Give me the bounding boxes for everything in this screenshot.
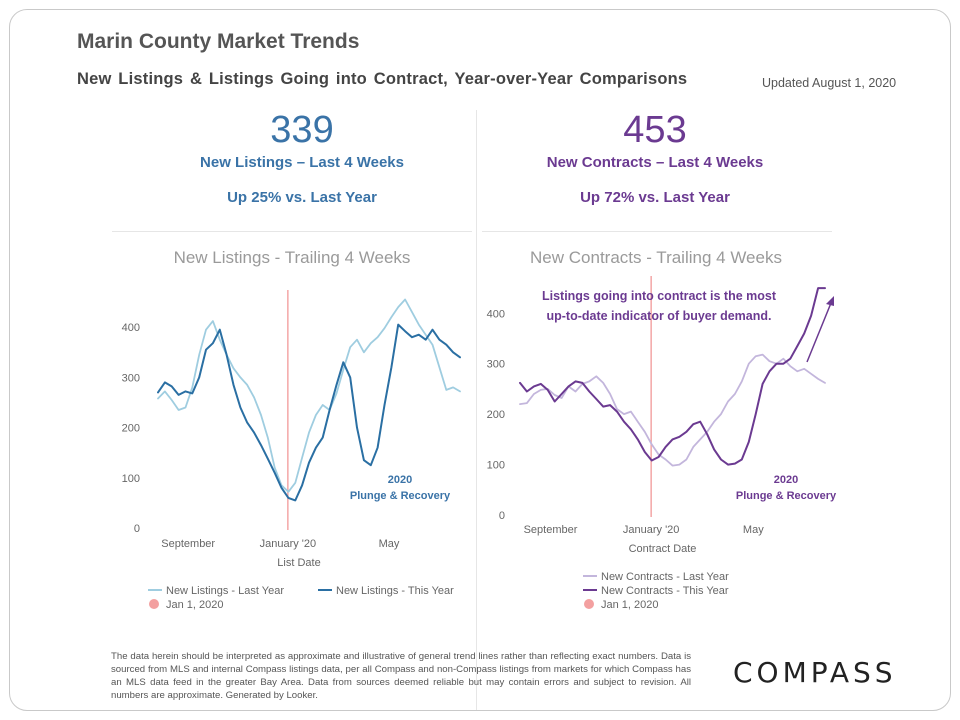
listings-y-tick-label: 300 [122, 372, 140, 384]
contracts-y-tick-label: 300 [487, 359, 505, 371]
page-title: Marin County Market Trends [77, 30, 360, 53]
listings-y-tick-label: 200 [122, 423, 140, 435]
listings-x-tick-label: May [379, 538, 400, 550]
kpi-listings-value: 339 [270, 109, 334, 151]
right-panel-separator [482, 231, 832, 232]
listings-chart-title: New Listings - Trailing 4 Weeks [174, 248, 411, 267]
contracts-chart-title: New Contracts - Trailing 4 Weeks [530, 248, 782, 267]
listings-x-tick-label: September [161, 538, 215, 550]
updated-date: Updated August 1, 2020 [762, 76, 897, 90]
listings-y-tick-label: 100 [122, 473, 140, 485]
listings-x-axis-title: List Date [277, 557, 320, 569]
kpi-contracts-label: New Contracts – Last 4 Weeks [546, 154, 764, 171]
listings-legend-label-this-year: New Listings - This Year [336, 585, 454, 597]
contracts-y-tick-label: 100 [487, 460, 505, 472]
listings-series-line-last-year [157, 298, 461, 493]
kpi-listings-change: Up 25% vs. Last Year [227, 189, 377, 206]
contracts-legend-label-last-year: New Contracts - Last Year [601, 571, 729, 583]
left-panel-separator [112, 231, 472, 232]
compass-logo: COMPASS [733, 656, 897, 689]
listings-annotation-text: Plunge & Recovery [350, 490, 451, 502]
listings-legend-label-jan: Jan 1, 2020 [166, 599, 224, 611]
listings-y-tick-label: 0 [134, 523, 140, 535]
contracts-annotation-year: 2020 [774, 474, 798, 486]
contracts-trend-arrow [806, 302, 832, 363]
report-card [9, 9, 951, 711]
contracts-legend-swatch-jan [584, 599, 594, 609]
listings-annotation-year: 2020 [388, 474, 412, 486]
listings-x-tick-label: January '20 [260, 538, 317, 550]
contracts-legend-label-this-year: New Contracts - This Year [601, 585, 729, 597]
disclaimer-text: The data herein should be interpreted as… [111, 651, 691, 701]
kpi-contracts-value: 453 [623, 109, 687, 151]
kpi-new-contracts: 453 New Contracts – Last 4 Weeks Up 72% … [505, 110, 805, 206]
contracts-y-tick-label: 0 [499, 510, 505, 522]
contracts-x-tick-label: May [743, 524, 764, 536]
kpi-new-listings: 339 New Listings – Last 4 Weeks Up 25% v… [152, 110, 452, 206]
contracts-callout-line2: up-to-date indicator of buyer demand. [546, 309, 771, 323]
kpi-listings-label: New Listings – Last 4 Weeks [200, 154, 404, 171]
contracts-x-axis-title: Contract Date [629, 543, 697, 555]
contracts-trend-arrowhead [826, 296, 834, 306]
listings-series-line-this-year [157, 323, 461, 502]
listings-legend-label-last-year: New Listings - Last Year [166, 585, 284, 597]
listings-legend-swatch-jan [149, 599, 159, 609]
panel-divider [476, 110, 477, 710]
contracts-legend-label-jan: Jan 1, 2020 [601, 599, 659, 611]
contracts-y-tick-label: 400 [487, 308, 505, 320]
kpi-contracts-change: Up 72% vs. Last Year [580, 189, 730, 206]
contracts-y-tick-label: 200 [487, 409, 505, 421]
listings-y-tick-label: 400 [122, 322, 140, 334]
contracts-annotation-text: Plunge & Recovery [736, 490, 837, 502]
page-subtitle: New Listings & Listings Going into Contr… [77, 70, 688, 88]
contracts-callout-line1: Listings going into contract is the most [542, 289, 777, 303]
contracts-series-line-this-year [519, 287, 826, 466]
contracts-series-line-last-year [519, 353, 826, 467]
contracts-x-tick-label: September [524, 524, 578, 536]
contracts-x-tick-label: January '20 [623, 524, 680, 536]
